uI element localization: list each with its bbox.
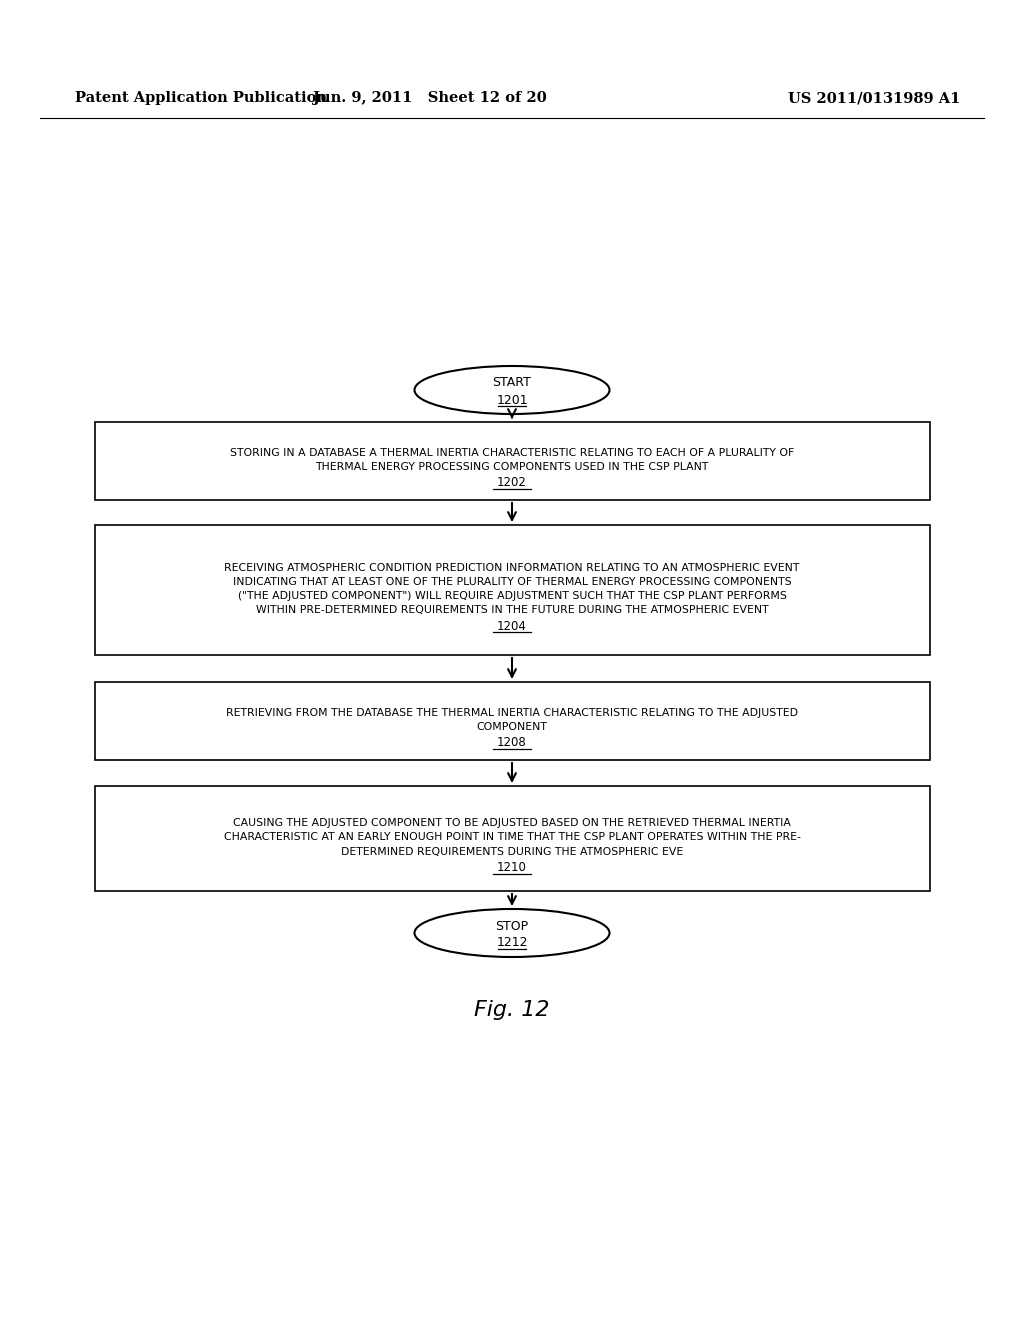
- Text: CAUSING THE ADJUSTED COMPONENT TO BE ADJUSTED BASED ON THE RETRIEVED THERMAL INE: CAUSING THE ADJUSTED COMPONENT TO BE ADJ…: [233, 818, 791, 829]
- Text: DETERMINED REQUIREMENTS DURING THE ATMOSPHERIC EVE: DETERMINED REQUIREMENTS DURING THE ATMOS…: [341, 846, 683, 857]
- Text: 1204: 1204: [497, 619, 527, 632]
- Text: RETRIEVING FROM THE DATABASE THE THERMAL INERTIA CHARACTERISTIC RELATING TO THE : RETRIEVING FROM THE DATABASE THE THERMAL…: [226, 708, 798, 718]
- Text: STORING IN A DATABASE A THERMAL INERTIA CHARACTERISTIC RELATING TO EACH OF A PLU: STORING IN A DATABASE A THERMAL INERTIA …: [229, 447, 795, 458]
- Text: ("THE ADJUSTED COMPONENT") WILL REQUIRE ADJUSTMENT SUCH THAT THE CSP PLANT PERFO: ("THE ADJUSTED COMPONENT") WILL REQUIRE …: [238, 591, 786, 601]
- Text: THERMAL ENERGY PROCESSING COMPONENTS USED IN THE CSP PLANT: THERMAL ENERGY PROCESSING COMPONENTS USE…: [315, 462, 709, 473]
- Text: Patent Application Publication: Patent Application Publication: [75, 91, 327, 106]
- Text: CHARACTERISTIC AT AN EARLY ENOUGH POINT IN TIME THAT THE CSP PLANT OPERATES WITH: CHARACTERISTIC AT AN EARLY ENOUGH POINT …: [223, 833, 801, 842]
- Text: 1208: 1208: [497, 737, 527, 750]
- Text: RECEIVING ATMOSPHERIC CONDITION PREDICTION INFORMATION RELATING TO AN ATMOSPHERI: RECEIVING ATMOSPHERIC CONDITION PREDICTI…: [224, 564, 800, 573]
- Text: US 2011/0131989 A1: US 2011/0131989 A1: [787, 91, 961, 106]
- Text: WITHIN PRE-DETERMINED REQUIREMENTS IN THE FUTURE DURING THE ATMOSPHERIC EVENT: WITHIN PRE-DETERMINED REQUIREMENTS IN TH…: [256, 605, 768, 615]
- Text: START: START: [493, 376, 531, 389]
- Text: COMPONENT: COMPONENT: [476, 722, 548, 733]
- Text: Fig. 12: Fig. 12: [474, 1001, 550, 1020]
- Text: 1201: 1201: [497, 393, 527, 407]
- Text: STOP: STOP: [496, 920, 528, 932]
- Text: INDICATING THAT AT LEAST ONE OF THE PLURALITY OF THERMAL ENERGY PROCESSING COMPO: INDICATING THAT AT LEAST ONE OF THE PLUR…: [232, 577, 792, 587]
- Text: Jun. 9, 2011   Sheet 12 of 20: Jun. 9, 2011 Sheet 12 of 20: [313, 91, 547, 106]
- Text: 1202: 1202: [497, 477, 527, 490]
- Text: 1210: 1210: [497, 861, 527, 874]
- Text: 1212: 1212: [497, 936, 527, 949]
